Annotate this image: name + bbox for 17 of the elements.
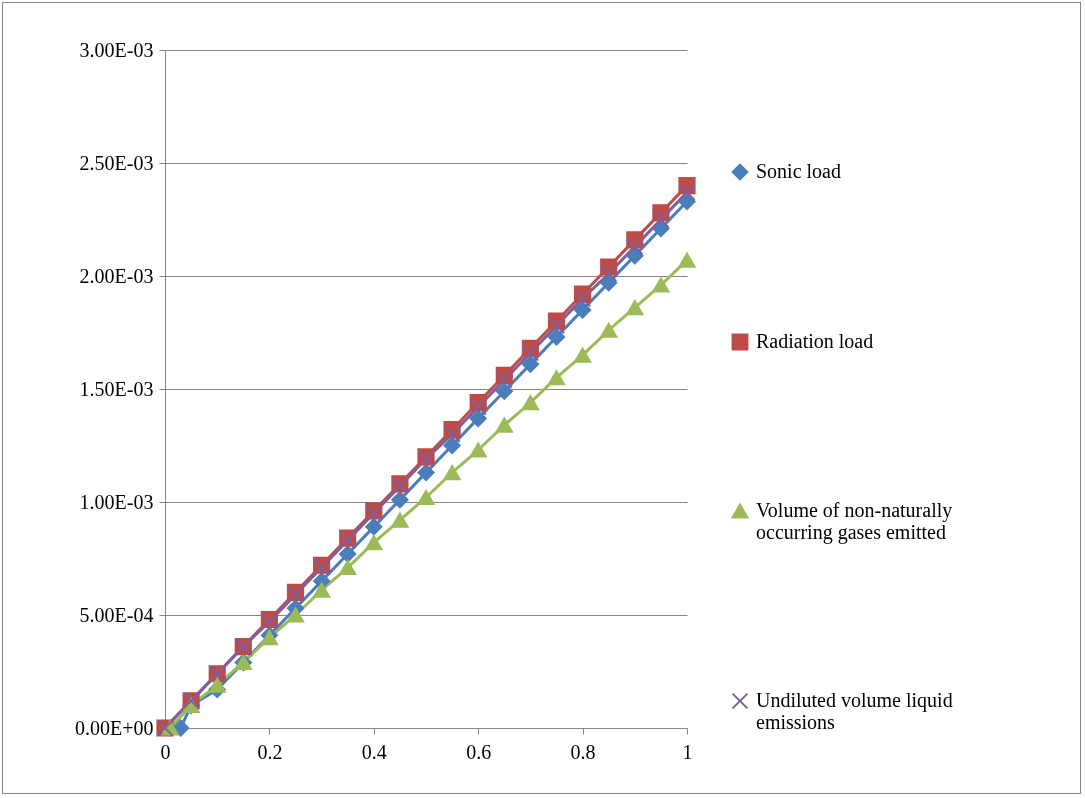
legend-label: Sonic load [756,160,841,182]
y-tick-label: 5.00E-04 [79,603,154,626]
y-tick-label: 1.50E-03 [79,377,154,400]
y-tick-label: 1.00E-03 [79,490,154,513]
legend-label: Undiluted volume liquid emissions [756,689,953,733]
legend-label: Radiation load [756,330,874,352]
x-tick-label: 1 [682,740,693,763]
x-tick-label: 0.2 [257,740,283,763]
x-tick-label: 0 [160,740,171,763]
y-tick-label: 2.50E-03 [79,151,154,174]
y-tick-label: 0.00E+00 [75,716,154,739]
legend-label: Volume of non-naturally occurring gases emitted [756,499,953,544]
y-tick-label: 3.00E-03 [79,38,154,61]
x-tick-label: 0.6 [466,740,492,763]
y-tick-label: 2.00E-03 [79,264,154,287]
x-tick-label: 0.8 [570,740,596,763]
x-tick-label: 0.4 [361,740,387,763]
